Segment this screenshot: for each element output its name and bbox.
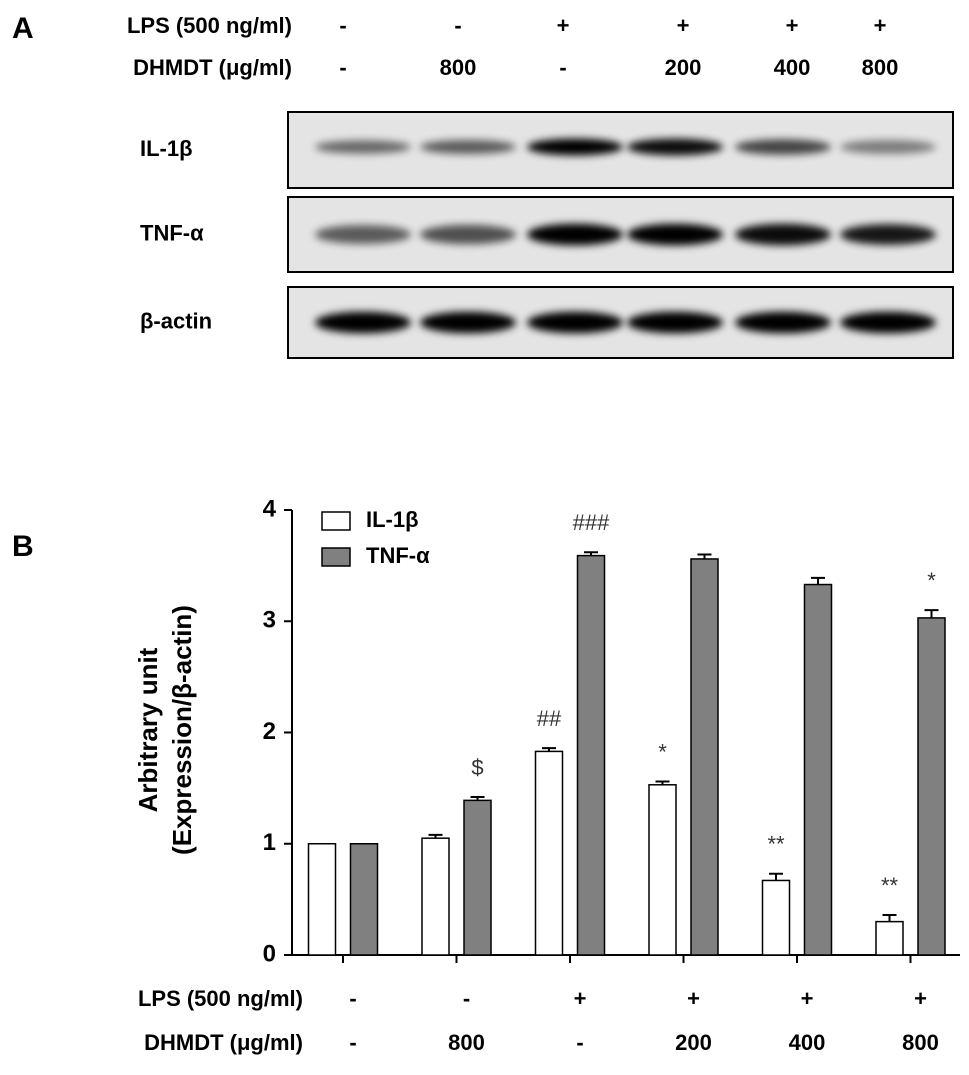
condition-value: 200 bbox=[665, 55, 702, 80]
significance-label: ** bbox=[767, 832, 785, 857]
condition-value: - bbox=[339, 55, 346, 80]
significance-label: $ bbox=[471, 755, 483, 780]
blot-label: TNF-α bbox=[140, 220, 204, 245]
condition-value: + bbox=[687, 986, 700, 1011]
condition-label: LPS (500 ng/ml) bbox=[127, 13, 292, 38]
band bbox=[315, 225, 411, 244]
band bbox=[735, 311, 831, 334]
condition-value: + bbox=[574, 986, 587, 1011]
legend-swatch bbox=[321, 511, 351, 531]
condition-value: + bbox=[677, 13, 690, 38]
significance-label: ## bbox=[537, 706, 562, 731]
condition-value: 800 bbox=[440, 55, 477, 80]
y-tick-label: 1 bbox=[263, 829, 276, 856]
bar bbox=[463, 799, 492, 956]
condition-label: DHMDT (μg/ml) bbox=[133, 55, 292, 80]
bar bbox=[534, 750, 564, 956]
bar bbox=[307, 843, 337, 956]
bar bbox=[917, 617, 946, 956]
error-bar bbox=[584, 551, 598, 556]
condition-value: + bbox=[557, 13, 570, 38]
bar bbox=[576, 554, 606, 956]
band bbox=[527, 138, 623, 156]
condition-value: + bbox=[914, 986, 927, 1011]
band bbox=[315, 140, 411, 154]
y-axis-label: (Expression/β-actin) bbox=[167, 605, 197, 855]
significance-label: ** bbox=[881, 873, 899, 898]
panel-label: A bbox=[12, 12, 34, 45]
error-bar bbox=[655, 780, 670, 785]
band bbox=[735, 223, 831, 246]
condition-value: 400 bbox=[774, 55, 811, 80]
band bbox=[527, 223, 623, 246]
y-tick-label: 2 bbox=[263, 718, 276, 745]
blot-label: IL-1β bbox=[140, 136, 193, 161]
significance-label: * bbox=[927, 568, 936, 593]
condition-value: 800 bbox=[862, 55, 899, 80]
band bbox=[627, 311, 723, 334]
y-axis-title: Arbitrary unit (Expression/β-actin) bbox=[133, 605, 197, 855]
condition-value: - bbox=[339, 13, 346, 38]
band bbox=[840, 311, 936, 334]
legend-label: IL-1β bbox=[366, 507, 419, 532]
band bbox=[627, 138, 723, 156]
condition-value: + bbox=[786, 13, 799, 38]
band bbox=[315, 311, 411, 334]
bar bbox=[690, 558, 719, 956]
bar bbox=[875, 920, 904, 956]
bar bbox=[648, 784, 677, 956]
legend-label: TNF-α bbox=[366, 543, 430, 568]
condition-label: LPS (500 ng/ml) bbox=[138, 986, 303, 1011]
band bbox=[840, 140, 936, 154]
bar bbox=[421, 837, 450, 956]
y-tick-label: 0 bbox=[263, 940, 276, 967]
band bbox=[627, 223, 723, 246]
error-bar bbox=[428, 833, 443, 839]
error-bar bbox=[697, 553, 712, 559]
condition-value: - bbox=[463, 986, 470, 1011]
condition-value: - bbox=[349, 1030, 356, 1055]
condition-value: 800 bbox=[902, 1030, 939, 1055]
significance-label: ### bbox=[573, 510, 610, 535]
bar bbox=[761, 879, 791, 956]
panel-label: B bbox=[12, 530, 34, 563]
y-axis-label: Arbitrary unit bbox=[133, 647, 163, 812]
condition-value: 400 bbox=[789, 1030, 826, 1055]
legend-swatch bbox=[321, 547, 351, 567]
blots bbox=[287, 111, 954, 359]
bar bbox=[349, 843, 379, 956]
band bbox=[840, 224, 936, 245]
significance-label: * bbox=[658, 739, 667, 764]
error-bar bbox=[769, 872, 783, 881]
error-bar bbox=[882, 913, 897, 922]
y-tick-label: 4 bbox=[263, 495, 277, 522]
band bbox=[420, 311, 516, 334]
condition-value: - bbox=[349, 986, 356, 1011]
blot-label: β-actin bbox=[140, 308, 212, 333]
condition-value: + bbox=[801, 986, 814, 1011]
condition-value: - bbox=[454, 13, 461, 38]
bar bbox=[803, 583, 833, 956]
condition-label: DHMDT (μg/ml) bbox=[144, 1030, 303, 1055]
error-bar bbox=[542, 747, 556, 752]
error-bar bbox=[470, 796, 485, 801]
condition-value: - bbox=[559, 55, 566, 80]
band bbox=[420, 140, 516, 154]
condition-value: + bbox=[874, 13, 887, 38]
error-bar bbox=[811, 576, 825, 585]
band bbox=[420, 224, 516, 245]
band bbox=[735, 139, 831, 155]
y-tick-label: 3 bbox=[263, 607, 276, 634]
band bbox=[527, 311, 623, 334]
condition-value: - bbox=[576, 1030, 583, 1055]
condition-value: 800 bbox=[448, 1030, 485, 1055]
condition-value: 200 bbox=[675, 1030, 712, 1055]
error-bar bbox=[924, 609, 939, 618]
